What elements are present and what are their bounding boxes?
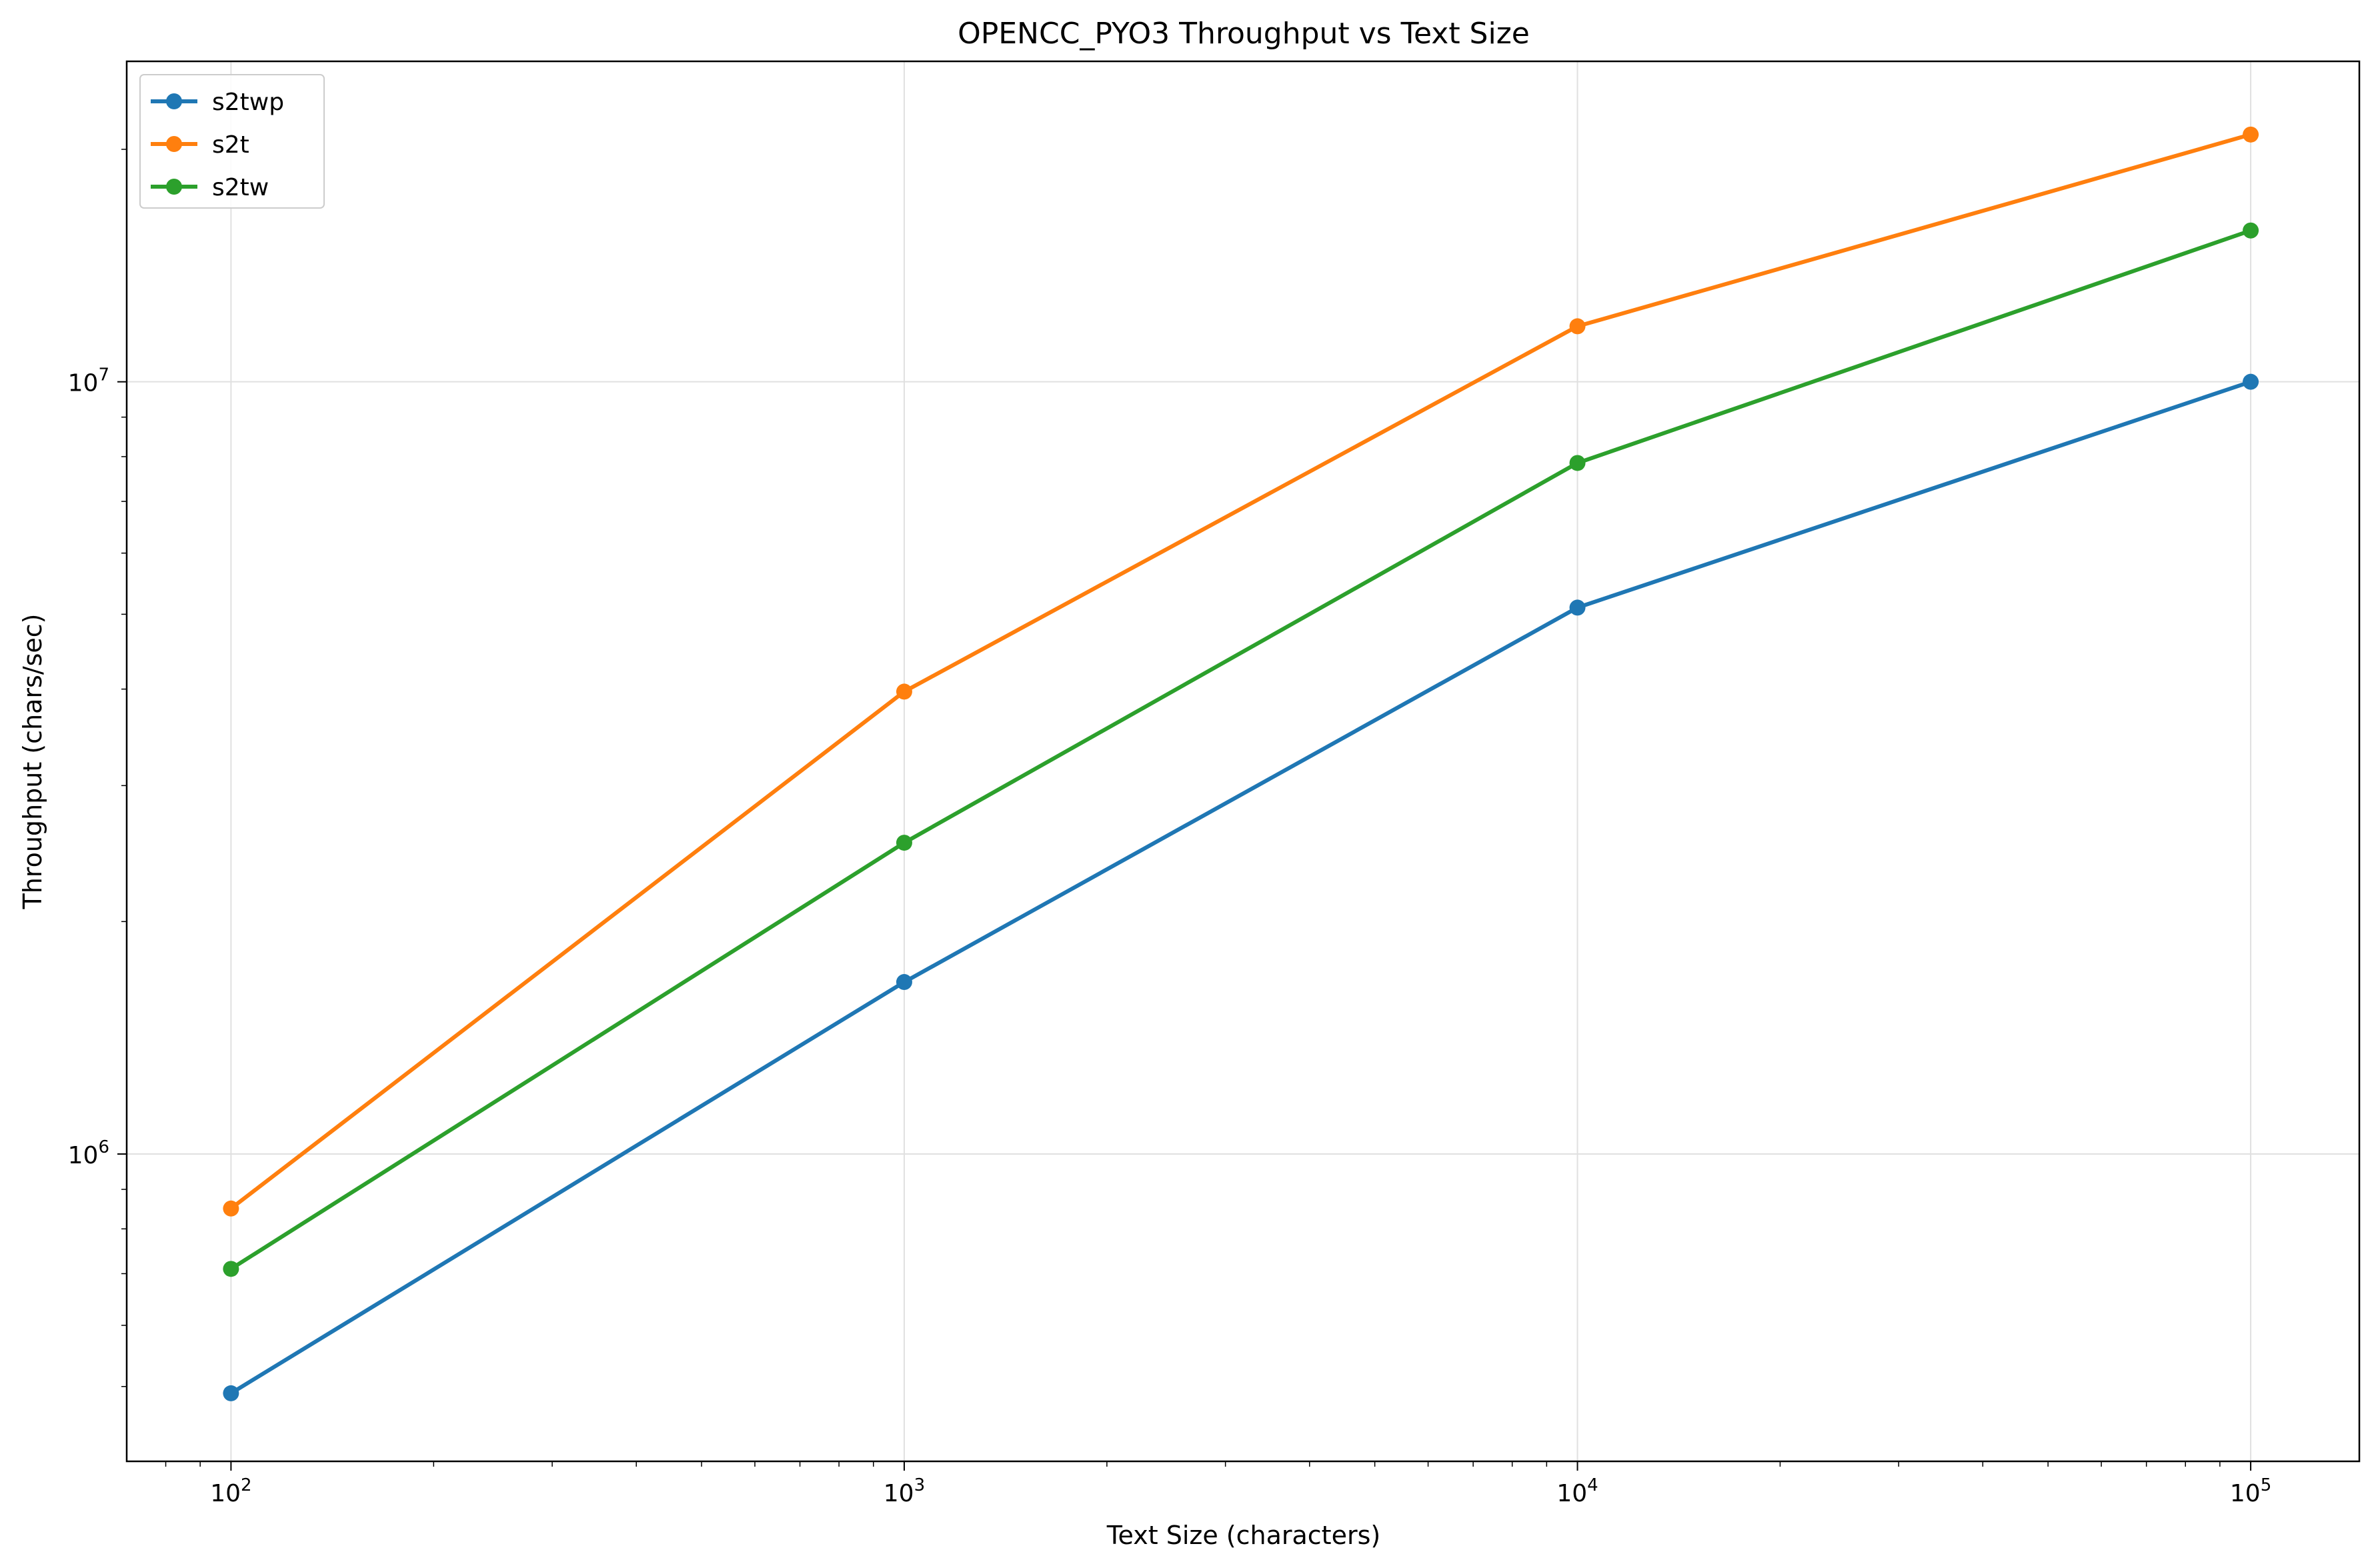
legend-item: s2tw [151,174,269,201]
chart-title: OPENCC_PYO3 Throughput vs Text Size [958,17,1530,51]
series-s2tw [223,222,2259,1277]
legend-label: s2t [212,131,249,159]
x-axis-title: Text Size (characters) [1106,1521,1380,1550]
series-layer [223,126,2259,1401]
grid [127,61,2359,1461]
major-ticks [117,381,2252,1471]
series-line-s2twp [229,379,2253,1395]
legend-item: s2t [151,131,249,159]
x-tick-label: 102 [210,1475,251,1507]
legend-marker [166,179,182,195]
data-point-s2twp [2243,373,2259,390]
minor-ticks [121,149,2221,1467]
series-s2twp [223,373,2259,1401]
y-axis-title: Throughput (chars/sec) [18,613,47,909]
data-point-s2tw [2243,222,2259,239]
tick-labels: 102 103 104 105 106 107 [68,365,2272,1507]
x-tick-label: 105 [2230,1475,2271,1507]
data-point-s2t [896,683,912,700]
data-point-s2tw [1569,455,1586,471]
legend-label: s2tw [212,174,269,201]
x-tick-label: 103 [884,1475,925,1507]
data-point-s2t [223,1200,239,1217]
plot-frame [125,60,2361,1463]
data-point-s2twp [223,1385,239,1401]
data-point-s2t [1569,318,1586,335]
data-point-s2twp [1569,599,1586,616]
series-line-s2t [229,132,2253,1211]
legend-label: s2twp [212,89,284,116]
legend-marker [166,93,182,109]
data-point-s2t [2243,126,2259,143]
legend-marker [166,136,182,152]
series-line-s2tw [229,228,2253,1271]
legend-item: s2twp [151,89,284,116]
series-s2t [223,126,2259,1217]
y-tick-label: 107 [68,365,109,397]
legend: s2twp s2t s2tw [139,74,325,209]
x-tick-label: 104 [1556,1475,1598,1507]
data-point-s2tw [896,835,912,851]
data-point-s2tw [223,1261,239,1277]
data-point-s2twp [896,974,912,991]
y-tick-label: 106 [68,1137,109,1169]
legend-box [139,74,325,209]
